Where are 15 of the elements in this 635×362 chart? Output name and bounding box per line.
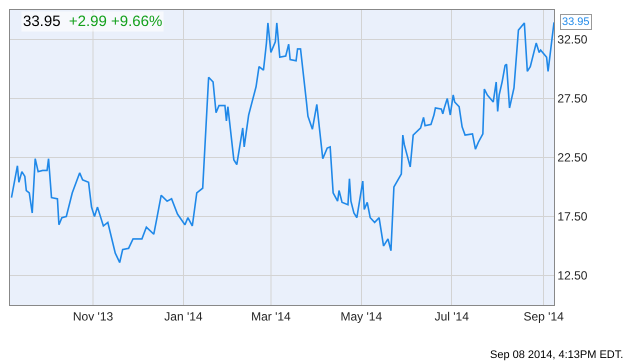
x-tick-label: Mar '14 (251, 309, 292, 324)
x-tick-label: Sep '14 (523, 309, 564, 324)
annotation: 33.95 (562, 16, 590, 28)
y-tick-label: 27.50 (557, 92, 588, 106)
x-tick-label: Jul '14 (434, 309, 470, 324)
x-tick-label: Jan '14 (164, 309, 203, 324)
text: Sep 08 2014, 4:13PM EDT. (490, 349, 624, 361)
chart-title: 33.95 (23, 13, 61, 30)
y-tick-label: 32.50 (557, 32, 588, 47)
x-tick-label: May '14 (340, 309, 382, 324)
y-tick-label: 12.50 (557, 268, 588, 283)
x-tick-label: Nov '13 (72, 309, 114, 324)
y-tick-label: 22.50 (557, 150, 588, 165)
chart-subtitle: +2.99 +9.66% (68, 13, 162, 30)
y-tick-label: 17.50 (557, 210, 588, 224)
